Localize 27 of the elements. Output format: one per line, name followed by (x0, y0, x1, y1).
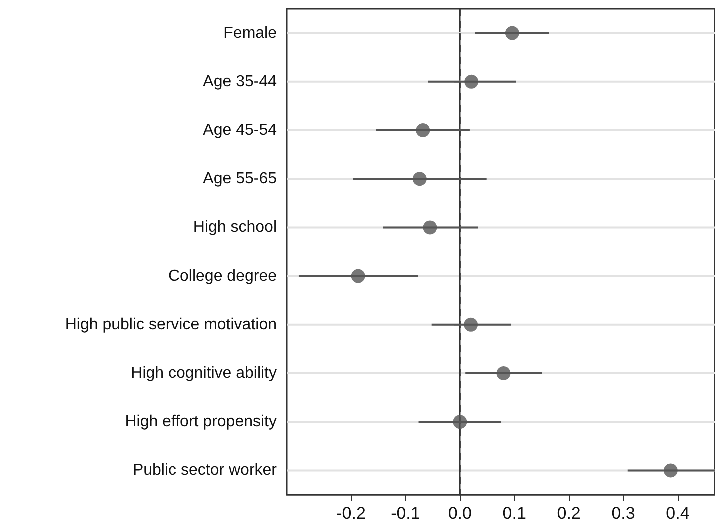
x-tick-label: 0.2 (557, 504, 581, 523)
point (412, 172, 427, 186)
y-tick-label: Female (224, 24, 278, 42)
point (423, 220, 438, 235)
x-tick-label: 0.4 (666, 504, 690, 523)
point (351, 269, 366, 284)
x-tick-label: -0.2 (336, 504, 366, 523)
y-tick-label: Age 45-54 (203, 122, 278, 139)
y-tick-label: College degree (168, 268, 278, 285)
x-tick-label: 0.1 (502, 504, 526, 523)
point (505, 26, 520, 40)
point (416, 124, 430, 138)
x-tick-label: 0.3 (612, 504, 636, 523)
y-tick-label: Public sector worker (132, 462, 278, 480)
point (453, 415, 468, 430)
y-tick-label: High effort propensity (125, 414, 277, 431)
point (664, 464, 678, 478)
y-tick-label: High public service motivation (65, 316, 277, 334)
y-tick-label: Age 35-44 (203, 73, 278, 90)
y-tick-label: Age 55-65 (203, 170, 278, 188)
x-tick-label: -0.1 (391, 504, 420, 523)
y-tick-label: High school (193, 219, 277, 236)
y-tick-label: High cognitive ability (131, 365, 277, 382)
point (464, 318, 478, 332)
point (464, 74, 479, 89)
x-tick-label: 0.0 (448, 504, 472, 523)
point (496, 366, 511, 380)
